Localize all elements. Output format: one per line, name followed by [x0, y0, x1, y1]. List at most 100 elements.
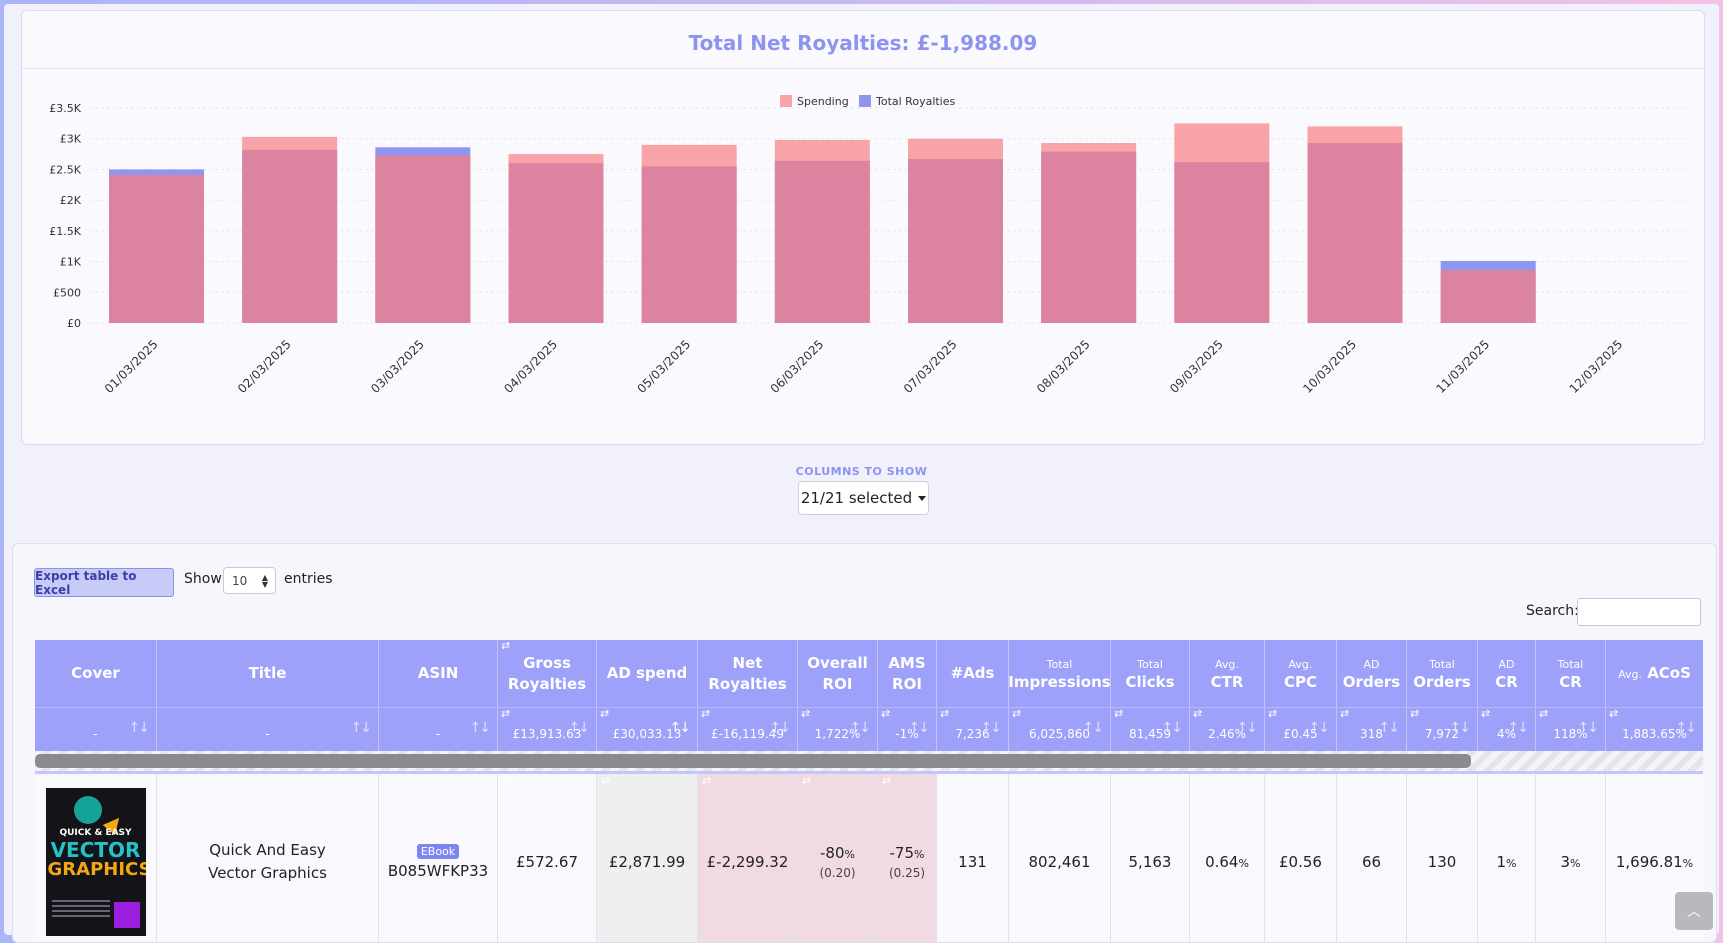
sort-icon[interactable]: ↑↓	[908, 720, 931, 736]
filter-acos[interactable]: ⇄ 1,883.65% ↑↓	[1609, 707, 1698, 741]
scrollbar-thumb[interactable]	[35, 754, 1471, 768]
x-tick-label: 12/03/2025	[1567, 337, 1626, 396]
filter-asin[interactable]: - ↑↓	[379, 708, 498, 751]
sort-icon[interactable]: ↑↓	[350, 720, 373, 736]
filter-total-orders[interactable]: ⇄ 7,972 ↑↓	[1407, 708, 1478, 751]
bar-spending	[1440, 270, 1536, 323]
horizontal-scrollbar[interactable]	[35, 751, 1703, 771]
scroll-to-top-button[interactable]: ︿	[1675, 892, 1713, 930]
x-tick-label: 06/03/2025	[768, 337, 827, 396]
export-excel-button[interactable]: Export table to Excel	[34, 568, 174, 597]
col-header-impressions[interactable]: Total Impressions	[1008, 640, 1111, 707]
sort-icon[interactable]: ↑↓	[1675, 720, 1698, 736]
col-header-cover[interactable]: Cover	[35, 640, 157, 707]
col-header-net-royalties[interactable]: Net Royalties	[698, 640, 798, 707]
col-header-ad-cr[interactable]: AD CR	[1478, 640, 1536, 707]
cell-title: Quick And Easy Vector Graphics	[157, 774, 379, 942]
col-header-ams-roi[interactable]: AMS ROI	[878, 640, 937, 707]
sort-icon[interactable]: ↑↓	[1236, 720, 1259, 736]
swap-icon[interactable]: ⇄	[501, 707, 511, 720]
filter-overall-roi[interactable]: ⇄ 1,722% ↑↓	[798, 708, 878, 751]
col-header-ctr[interactable]: Avg. CTR	[1190, 640, 1265, 707]
swap-icon[interactable]: ⇄	[1340, 707, 1350, 720]
caret-down-icon	[918, 495, 927, 501]
sort-icon[interactable]: ↑↓	[1082, 720, 1105, 736]
col-header-total-cr[interactable]: Total CR	[1536, 640, 1606, 707]
col-header-title[interactable]: Title	[157, 640, 379, 707]
swap-icon[interactable]: ⇄	[1114, 707, 1124, 720]
col-header-asin[interactable]: ASIN	[379, 640, 498, 707]
col-header-ad-spend[interactable]: AD spend	[597, 640, 698, 707]
col-header-acos[interactable]: Avg. ACoS	[1618, 663, 1691, 682]
filter-cpc[interactable]: ⇄ £0.45 ↑↓	[1265, 708, 1337, 751]
filter-clicks[interactable]: ⇄ 81,459 ↑↓	[1111, 708, 1190, 751]
search-label: Search:	[1526, 603, 1579, 619]
bar-total-royalties	[774, 160, 870, 323]
entries-select[interactable]: 10 ▲ ▼	[223, 567, 276, 594]
col-header-total-orders[interactable]: Total Orders	[1407, 640, 1478, 707]
filter-ads[interactable]: ⇄ 7,236 ↑↓	[937, 708, 1009, 751]
swap-icon[interactable]: ⇄	[1481, 707, 1491, 720]
sort-icon[interactable]: ↑↓	[568, 720, 591, 736]
filter-ctr[interactable]: ⇄ 2.46% ↑↓	[1190, 708, 1265, 751]
swap-icon[interactable]: ⇄	[1410, 707, 1420, 720]
sort-icon[interactable]: ↑↓	[769, 720, 792, 736]
col-header-overall-roi[interactable]: Overall ROI	[798, 640, 878, 707]
y-tick-label: £3K	[60, 133, 82, 146]
bar-spending	[109, 174, 204, 323]
sort-icon[interactable]: ↑↓	[128, 720, 151, 736]
filter-total-cr[interactable]: ⇄ 118% ↑↓	[1536, 708, 1606, 751]
sort-icon[interactable]: ↑↓	[1308, 720, 1331, 736]
sort-icon[interactable]: ↑↓	[980, 720, 1003, 736]
sort-icon[interactable]: ↑↓	[1507, 720, 1530, 736]
search-input[interactable]	[1577, 598, 1701, 626]
y-tick-label: £2K	[60, 194, 82, 207]
swap-icon[interactable]: ⇄	[1539, 707, 1549, 720]
y-tick-label: £1.5K	[49, 225, 81, 238]
cell-asin: EBook B085WFKP33	[379, 774, 498, 942]
col-header-gross-royalties[interactable]: ⇄ Gross Royalties	[498, 640, 597, 707]
swap-icon[interactable]: ⇄	[1193, 707, 1203, 720]
cell-ctr: 0.64%	[1190, 774, 1265, 942]
swap-icon[interactable]: ⇄	[1268, 707, 1278, 720]
swap-icon[interactable]: ⇄	[801, 707, 811, 720]
sort-icon[interactable]: ↑↓	[849, 720, 872, 736]
col-header-ads[interactable]: #Ads	[937, 640, 1009, 707]
sort-icon[interactable]: ↑↓	[469, 720, 492, 736]
col-header-cpc[interactable]: Avg. CPC	[1265, 640, 1337, 707]
sort-icon[interactable]: ↑↓	[1577, 720, 1600, 736]
cell-acos: 1,696.81%	[1615, 853, 1694, 871]
col-header-ad-orders[interactable]: AD Orders	[1337, 640, 1407, 707]
filter-ams-roi[interactable]: ⇄ -1% ↑↓	[878, 708, 937, 751]
filter-adspend[interactable]: ⇄ £30,033.13 ↑↓	[597, 708, 698, 751]
columns-dropdown[interactable]: 21/21 selected	[798, 481, 929, 515]
swap-icon[interactable]: ⇄	[600, 707, 610, 720]
sort-icon[interactable]: ↑↓	[669, 720, 692, 736]
cell-cover: QUICK & EASY VECTOR GRAPHICS	[35, 774, 157, 942]
table-row[interactable]: QUICK & EASY VECTOR GRAPHICS Quick And E…	[35, 771, 1703, 942]
asin-value[interactable]: B085WFKP33	[387, 862, 489, 880]
filter-net[interactable]: ⇄ £-16,119.49 ↑↓	[698, 708, 798, 751]
chart-title-divider	[22, 68, 1704, 69]
filter-ad-orders[interactable]: ⇄ 318 ↑↓	[1337, 708, 1407, 751]
filter-impressions[interactable]: ⇄ 6,025,860 ↑↓	[1009, 708, 1111, 751]
swap-icon[interactable]: ⇄	[881, 707, 891, 720]
swap-icon[interactable]: ⇄	[1609, 707, 1619, 720]
legend-swatch	[780, 95, 792, 107]
swap-icon[interactable]: ⇄	[1012, 707, 1022, 720]
filter-title[interactable]: - ↑↓	[157, 708, 379, 751]
swap-icon[interactable]: ⇄	[701, 707, 711, 720]
filter-cover[interactable]: - ↑↓	[35, 708, 157, 751]
filter-ad-cr[interactable]: ⇄ 4% ↑↓	[1478, 708, 1536, 751]
sort-icon[interactable]: ↑↓	[1161, 720, 1184, 736]
x-tick-label: 11/03/2025	[1433, 337, 1492, 396]
swap-icon[interactable]: ⇄	[940, 707, 950, 720]
swap-icon[interactable]: ⇄	[501, 639, 511, 652]
sort-icon[interactable]: ↑↓	[1449, 720, 1472, 736]
col-header-clicks[interactable]: Total Clicks	[1111, 640, 1190, 707]
bar-total-royalties	[1041, 151, 1137, 323]
entries-label: entries	[284, 571, 333, 587]
filter-gross[interactable]: ⇄ £13,913.63 ↑↓	[498, 708, 597, 751]
bar-total-royalties	[641, 166, 737, 323]
sort-icon[interactable]: ↑↓	[1378, 720, 1401, 736]
